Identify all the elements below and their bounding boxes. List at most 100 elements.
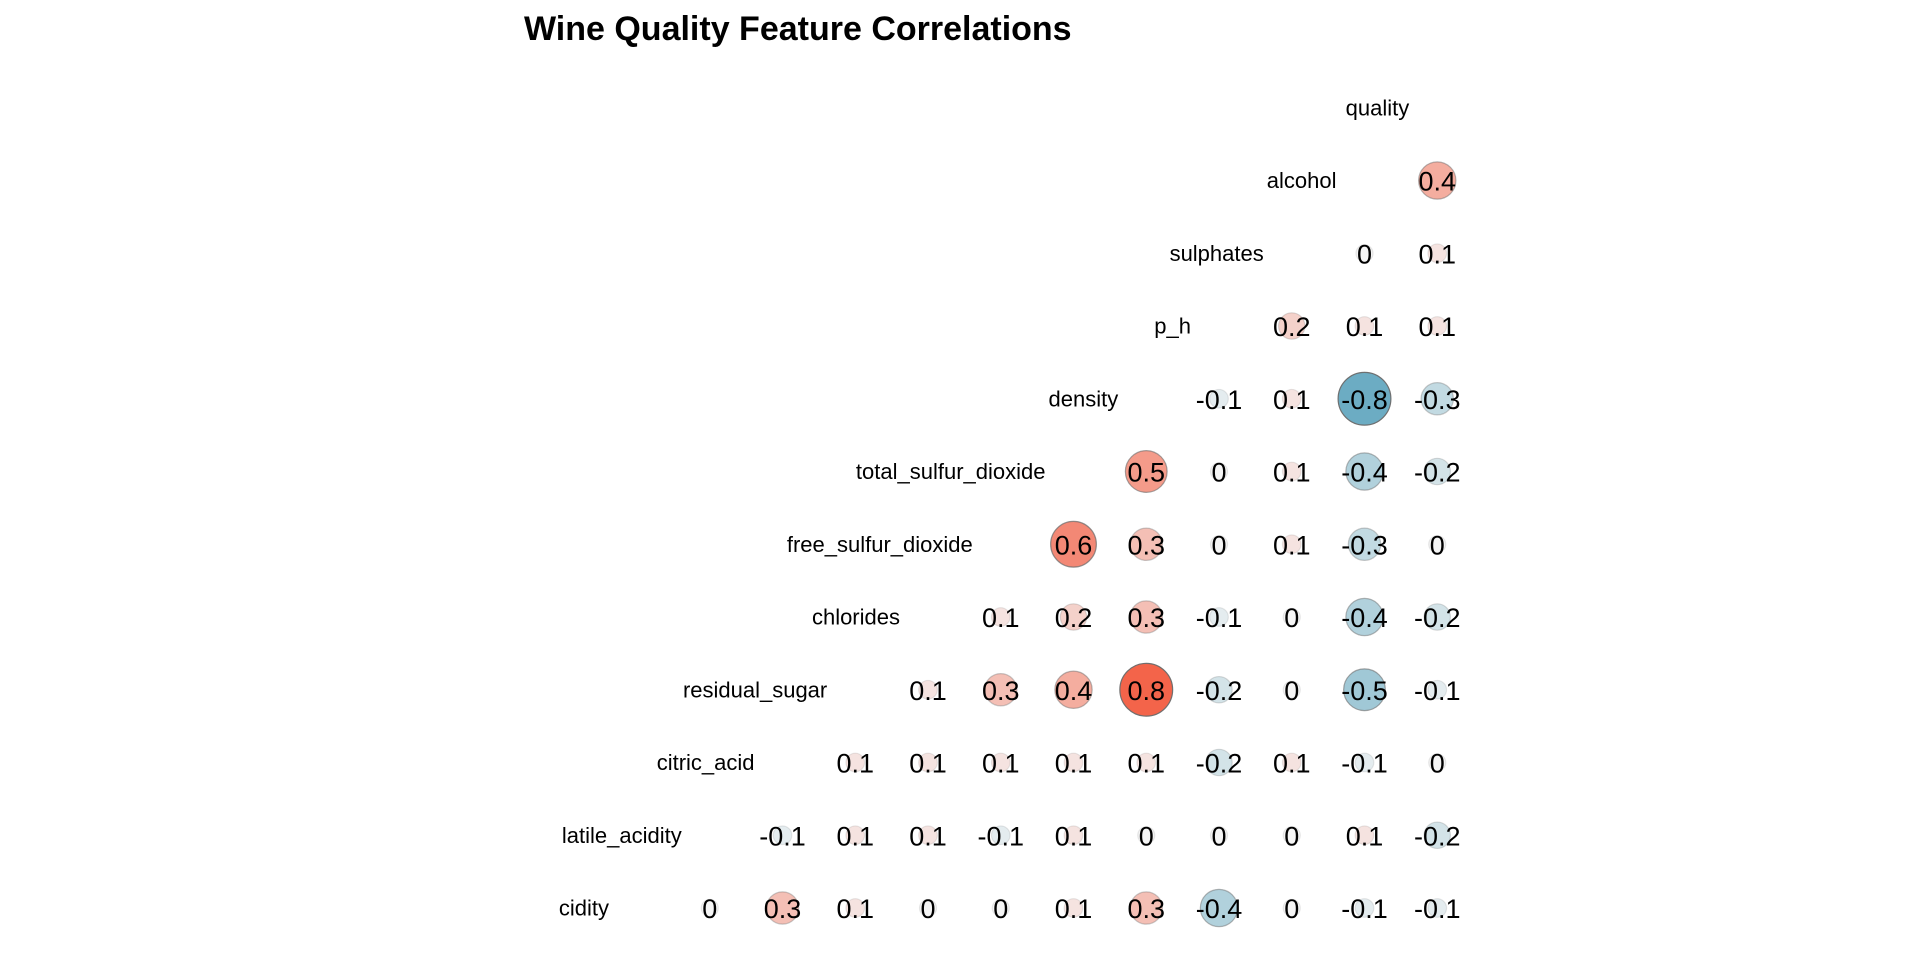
correlation-circle <box>918 898 938 918</box>
row-label: citric_acid <box>657 750 755 775</box>
correlation-value-label: -0.1 <box>1196 603 1243 633</box>
correlation-value-label: 0 <box>920 894 935 924</box>
correlation-cells: 0 0.3 0.1 0 0 0.1 0.3 -0.4 0 -0.1 -0.1 -0.1 0.1 0.1 -0… <box>700 161 1461 928</box>
correlation-value-label: -0.1 <box>1341 894 1388 924</box>
correlation-cell: 0.1 <box>1055 749 1093 779</box>
correlation-cell: 0.1 <box>1273 458 1311 488</box>
correlation-value-label: -0.1 <box>977 821 1024 851</box>
correlation-value-label: 0.3 <box>764 894 802 924</box>
correlation-cell: 0.1 <box>1346 821 1384 851</box>
correlation-value-label: 0.1 <box>982 749 1020 779</box>
correlation-circle <box>1129 527 1164 562</box>
row-label: chlorides <box>812 605 900 630</box>
correlation-cell: 0.1 <box>1418 239 1456 269</box>
correlation-cell: -0.4 <box>1196 888 1242 928</box>
correlation-value-label: 0 <box>993 894 1008 924</box>
correlation-circle <box>1063 825 1084 846</box>
correlation-cell: 0 <box>991 894 1010 924</box>
correlation-cell: -0.1 <box>1196 603 1243 633</box>
correlation-cell: 0 <box>1282 821 1301 851</box>
correlation-cell: 0.3 <box>982 672 1020 707</box>
correlation-value-label: 0.5 <box>1127 458 1165 488</box>
correlation-circle <box>1281 388 1302 409</box>
correlation-circle <box>1059 603 1088 631</box>
correlation-circle <box>990 825 1011 846</box>
correlation-circle <box>1282 826 1301 845</box>
correlation-cell: 0.1 <box>982 603 1020 633</box>
correlation-circle <box>983 672 1018 707</box>
correlation-value-label: -0.1 <box>1196 385 1243 415</box>
correlation-value-label: -0.2 <box>1414 458 1461 488</box>
correlation-value-label: -0.1 <box>1414 894 1461 924</box>
correlation-circle <box>1063 898 1084 918</box>
correlation-cell: 0 <box>1137 821 1156 851</box>
correlation-circle <box>1423 603 1452 631</box>
correlation-cell: 0 <box>918 894 938 924</box>
correlation-cell: 0 <box>1282 894 1301 924</box>
correlation-circle <box>700 898 719 918</box>
correlation-circle <box>1343 668 1386 712</box>
row-label: free_sulfur_dioxide <box>787 532 973 557</box>
correlation-circle <box>1427 898 1448 918</box>
correlation-circle <box>1209 607 1229 627</box>
correlation-value-label: 0.4 <box>1055 676 1093 706</box>
correlation-circle <box>918 752 938 773</box>
correlation-circle <box>918 679 938 700</box>
correlation-value-label: 0.3 <box>982 676 1020 706</box>
correlation-value-label: -0.2 <box>1196 749 1243 779</box>
correlation-value-label: 0 <box>1430 749 1445 779</box>
correlation-circle <box>765 891 800 925</box>
correlation-circle <box>1054 670 1093 710</box>
correlation-value-label: 0.2 <box>1273 312 1311 342</box>
correlation-value-label: 0 <box>1284 676 1299 706</box>
correlation-cell: 0.4 <box>1417 161 1457 200</box>
correlation-circle <box>1050 520 1097 568</box>
correlation-value-label: 0.1 <box>1055 821 1093 851</box>
correlation-circle <box>1354 752 1375 773</box>
correlation-value-label: 0 <box>1211 530 1226 560</box>
correlation-value-label: 0.1 <box>1055 894 1093 924</box>
row-label: latile_acidity <box>562 823 682 848</box>
correlation-value-label: 0.1 <box>836 821 874 851</box>
row-label: cidity <box>559 896 609 921</box>
row-labels: cidity latile_acidity citric_acid residual_… <box>559 95 1409 920</box>
correlation-cell: 0.1 <box>1273 530 1311 560</box>
correlation-value-label: 0 <box>1284 894 1299 924</box>
correlation-cell: 0.1 <box>1273 749 1311 779</box>
correlation-cell: 0.1 <box>1055 894 1093 924</box>
correlation-cell: 0.1 <box>1346 312 1384 342</box>
correlation-value-label: 0.8 <box>1127 676 1165 706</box>
correlation-circle <box>1281 752 1302 773</box>
correlation-circle <box>1209 462 1229 481</box>
correlation-cell: -0.1 <box>759 821 806 851</box>
correlation-cell: -0.1 <box>1196 385 1243 415</box>
row-label: residual_sugar <box>683 677 827 702</box>
correlation-cell: 0.1 <box>1418 312 1456 342</box>
correlation-cell: -0.8 <box>1337 371 1392 426</box>
correlation-circle <box>1209 388 1229 409</box>
correlation-cell: -0.1 <box>1341 749 1388 779</box>
correlation-value-label: 0 <box>1430 530 1445 560</box>
correlation-value-label: -0.3 <box>1341 530 1388 560</box>
correlation-value-label: 0.1 <box>909 821 947 851</box>
row-label: sulphates <box>1170 241 1264 266</box>
correlation-cell: -0.5 <box>1341 668 1388 712</box>
correlation-value-label: 0.1 <box>1346 821 1384 851</box>
correlation-circle <box>1355 244 1374 263</box>
correlation-cell: -0.3 <box>1341 527 1388 562</box>
correlation-circle <box>1129 600 1164 634</box>
correlation-value-label: -0.4 <box>1341 603 1388 633</box>
correlation-value-label: 0.1 <box>1418 312 1456 342</box>
chart-title: Wine Quality Feature Correlations <box>524 10 1072 48</box>
correlation-value-label: 0.2 <box>1055 603 1093 633</box>
correlation-value-label: 0 <box>1284 821 1299 851</box>
correlation-cell: -0.1 <box>1341 894 1388 924</box>
correlation-value-label: 0.3 <box>1127 530 1165 560</box>
correlation-circle <box>1136 752 1157 773</box>
correlation-cell: 0.8 <box>1119 662 1174 717</box>
correlation-circle <box>1137 826 1156 845</box>
correlation-value-label: 0 <box>1139 821 1154 851</box>
correlation-cell: -0.4 <box>1341 597 1388 637</box>
correlation-circle <box>1063 752 1084 773</box>
correlation-value-label: -0.5 <box>1341 676 1388 706</box>
